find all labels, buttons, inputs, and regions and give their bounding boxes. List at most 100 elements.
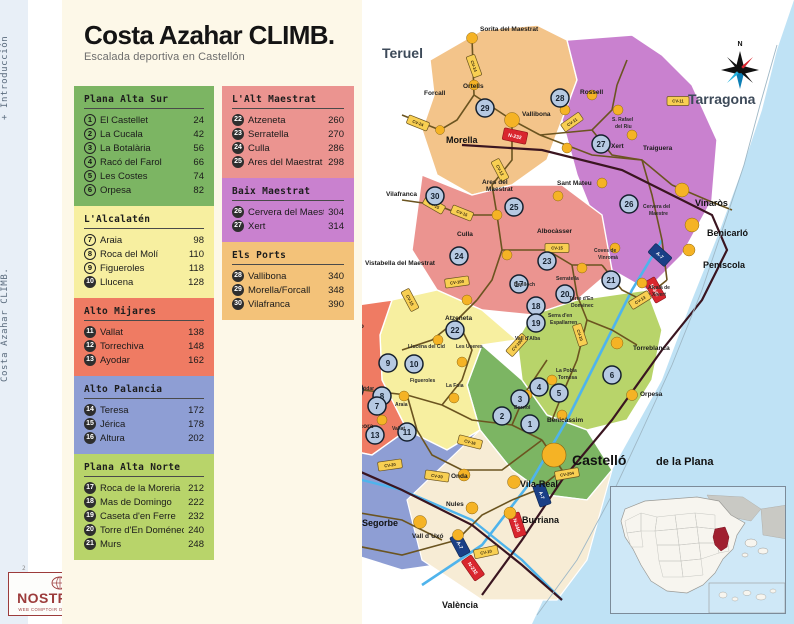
svg-text:Nules: Nules [446, 501, 464, 508]
index-entry[interactable]: 28 Vallibona 340 [230, 269, 346, 283]
entry-number-badge: 21 [84, 538, 96, 550]
climb-markers[interactable]: 29 28 27 26 30 25 24 23 21 20 17 18 19 2… [362, 88, 639, 554]
entry-name: Figueroles [100, 262, 145, 274]
entry-name: Racó del Farol [100, 156, 162, 168]
index-entry[interactable]: 8 Roca del Molí 110 [82, 247, 206, 261]
entry-page: 148 [188, 340, 204, 352]
index-entry[interactable]: 12 Torrechiva 148 [82, 339, 206, 353]
index-entry[interactable]: 18 Mas de Domingo 222 [82, 495, 206, 509]
svg-text:Burriana: Burriana [522, 515, 560, 525]
index-entry[interactable]: 7 Araia 98 [82, 233, 206, 247]
index-entry[interactable]: 20 Torre d'En Doménec 240 [82, 523, 206, 537]
svg-text:18: 18 [532, 302, 541, 311]
entry-name: Ayodar [100, 354, 130, 366]
index-entry[interactable]: 13 Ayodar 162 [82, 353, 206, 367]
index-entry[interactable]: 16 Altura 202 [82, 431, 206, 445]
index-entry[interactable]: 6 Orpesa 82 [82, 183, 206, 197]
index-entry[interactable]: 11 Vallat 138 [82, 325, 206, 339]
entry-number-badge: 5 [84, 170, 96, 182]
entry-page: 260 [328, 114, 344, 126]
svg-text:Xert: Xert [611, 143, 624, 150]
index-entry[interactable]: 24 Culla 286 [230, 141, 346, 155]
entry-number-badge: 23 [232, 128, 244, 140]
svg-text:Alcalà de: Alcalà de [648, 285, 670, 291]
entry-number-badge: 28 [232, 270, 244, 282]
svg-text:CV-20: CV-20 [384, 462, 397, 469]
page-number: 2 [22, 565, 26, 572]
svg-text:CV-16: CV-16 [464, 438, 477, 446]
index-entry[interactable]: 25 Ares del Maestrat 298 [230, 155, 346, 169]
locator-inset[interactable] [610, 486, 786, 614]
marker-13: 13 [365, 425, 385, 445]
entry-name: Jérica [100, 418, 126, 430]
svg-text:CV-204: CV-204 [560, 470, 575, 477]
index-entry[interactable]: 14 Teresa 172 [82, 403, 206, 417]
marker-18: 18 [526, 296, 546, 316]
marker-26: 26 [619, 194, 639, 214]
page-title: Costa Azahar CLIMB. [84, 20, 335, 50]
rail-gutter [28, 0, 62, 624]
index-entry[interactable]: 21 Murs 248 [82, 537, 206, 551]
index-entry[interactable]: 2 La Cucala 42 [82, 127, 206, 141]
svg-text:CV-10: CV-10 [480, 548, 493, 555]
river-blue [421, 239, 664, 587]
svg-text:CV-12: CV-12 [495, 164, 505, 177]
marker-20: 20 [555, 284, 575, 304]
entry-page: 110 [188, 248, 204, 260]
entry-name: Roca del Molí [100, 248, 159, 260]
svg-text:CV-11: CV-11 [566, 116, 579, 127]
index-entry[interactable]: 22 Atzeneta 260 [230, 113, 346, 127]
entry-name: Cervera del Maestre [248, 206, 324, 218]
index-entry[interactable]: 1 El Castellet 24 [82, 113, 206, 127]
index-entry[interactable]: 26 Cervera del Maestre 304 [230, 205, 346, 219]
index-entry[interactable]: 10 Llucena 128 [82, 275, 206, 289]
index-entry[interactable]: 27 Xert 314 [230, 219, 346, 233]
index-entry[interactable]: 4 Racó del Farol 66 [82, 155, 206, 169]
svg-text:Onda: Onda [451, 473, 468, 480]
svg-text:23: 23 [543, 257, 552, 266]
svg-text:Orpesa: Orpesa [640, 391, 663, 398]
svg-text:2: 2 [500, 412, 505, 421]
entry-number-badge: 29 [232, 284, 244, 296]
svg-text:Ortells: Ortells [463, 83, 484, 90]
svg-text:València: València [442, 600, 479, 610]
entry-number-badge: 19 [84, 510, 96, 522]
svg-text:CV-100: CV-100 [450, 279, 465, 286]
map-area[interactable]: CV-14 CV-24 CV-11 CV-11 CV-12 CV-15 CV-1… [362, 0, 794, 624]
svg-text:Castelló: Castelló [572, 452, 626, 468]
svg-text:Tornesa: Tornesa [558, 375, 577, 381]
category-block: Plana Alta Sur 1 El Castellet 24 2 La Cucala 4… [74, 86, 214, 206]
marker-21: 21 [601, 270, 621, 290]
svg-text:26: 26 [625, 200, 634, 209]
svg-text:Cervera del: Cervera del [643, 204, 671, 210]
index-entry[interactable]: 29 Morella/Forcall 348 [230, 283, 346, 297]
logo-tagline: WEB COMPTOIR DES VOYAGEURS [18, 607, 102, 612]
category-block: Alto Mijares 11 Vallat 138 12 Torrechiva 148 13… [74, 298, 214, 376]
entry-page: 304 [328, 206, 344, 218]
entry-page: 270 [328, 128, 344, 140]
entry-page: 314 [328, 220, 344, 232]
category-block: Alto Palancia 14 Teresa 172 15 Jérica 178 16 Alt… [74, 376, 214, 454]
index-entry[interactable]: 30 Vilafranca 390 [230, 297, 346, 311]
page-subtitle: Escalada deportiva en Castellón [84, 51, 245, 64]
index-entry[interactable]: 3 La Botalària 56 [82, 141, 206, 155]
castellon-map[interactable]: CV-14 CV-24 CV-11 CV-11 CV-12 CV-15 CV-1… [362, 0, 794, 624]
svg-text:Figueroles: Figueroles [410, 378, 436, 384]
index-entry[interactable]: 19 Caseta d'en Ferre 232 [82, 509, 206, 523]
entry-page: 172 [188, 404, 204, 416]
entry-page: 98 [193, 234, 204, 246]
marker-19: 19 [526, 313, 546, 333]
svg-text:CV-20: CV-20 [431, 473, 444, 480]
index-entry[interactable]: 15 Jérica 178 [82, 417, 206, 431]
svg-text:N-340: N-340 [511, 518, 521, 533]
entry-page: 162 [188, 354, 204, 366]
index-entry[interactable]: 9 Figueroles 118 [82, 261, 206, 275]
entry-page: 248 [188, 538, 204, 550]
index-entry[interactable]: 23 Serratella 270 [230, 127, 346, 141]
entry-number-badge: 4 [84, 156, 96, 168]
marker-25: 25 [504, 197, 524, 217]
svg-text:Maestre: Maestre [649, 211, 668, 217]
index-entry[interactable]: 17 Roca de la Moreria 212 [82, 481, 206, 495]
svg-text:Forcall: Forcall [424, 90, 446, 97]
index-entry[interactable]: 5 Les Costes 74 [82, 169, 206, 183]
